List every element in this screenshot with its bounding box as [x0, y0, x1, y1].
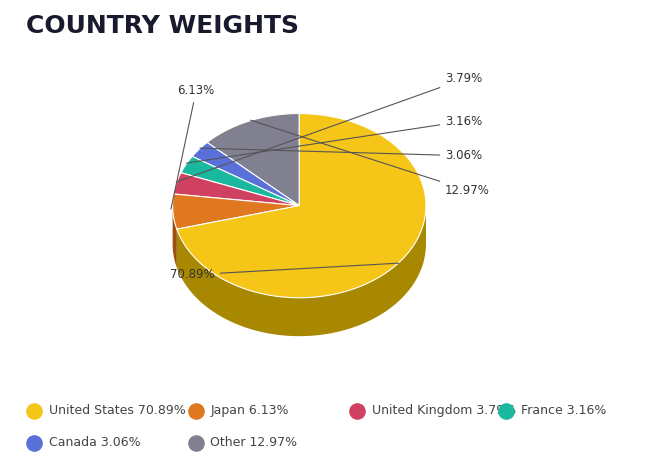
Text: COUNTRY WEIGHTS: COUNTRY WEIGHTS — [26, 14, 300, 38]
Point — [190, 407, 201, 414]
Point — [28, 407, 39, 414]
Point — [28, 439, 39, 446]
Point — [352, 407, 362, 414]
Text: 3.06%: 3.06% — [200, 148, 482, 162]
Point — [190, 439, 201, 446]
Polygon shape — [192, 143, 299, 206]
Text: United States 70.89%: United States 70.89% — [49, 404, 185, 417]
Text: Canada 3.06%: Canada 3.06% — [49, 436, 141, 449]
Polygon shape — [177, 113, 426, 298]
Text: 6.13%: 6.13% — [171, 84, 215, 209]
Polygon shape — [173, 194, 299, 229]
Point — [501, 407, 512, 414]
Polygon shape — [207, 113, 299, 206]
Text: 3.16%: 3.16% — [187, 115, 482, 163]
Text: 3.79%: 3.79% — [177, 73, 482, 182]
Polygon shape — [174, 173, 299, 206]
Text: France 3.16%: France 3.16% — [521, 404, 607, 417]
Text: 12.97%: 12.97% — [251, 120, 490, 197]
Text: Other 12.97%: Other 12.97% — [211, 436, 298, 449]
Text: Japan 6.13%: Japan 6.13% — [211, 404, 289, 417]
Text: 70.89%: 70.89% — [170, 263, 399, 281]
Text: United Kingdom 3.79%: United Kingdom 3.79% — [372, 404, 516, 417]
Polygon shape — [177, 206, 426, 336]
Polygon shape — [173, 204, 177, 267]
Polygon shape — [181, 156, 299, 206]
